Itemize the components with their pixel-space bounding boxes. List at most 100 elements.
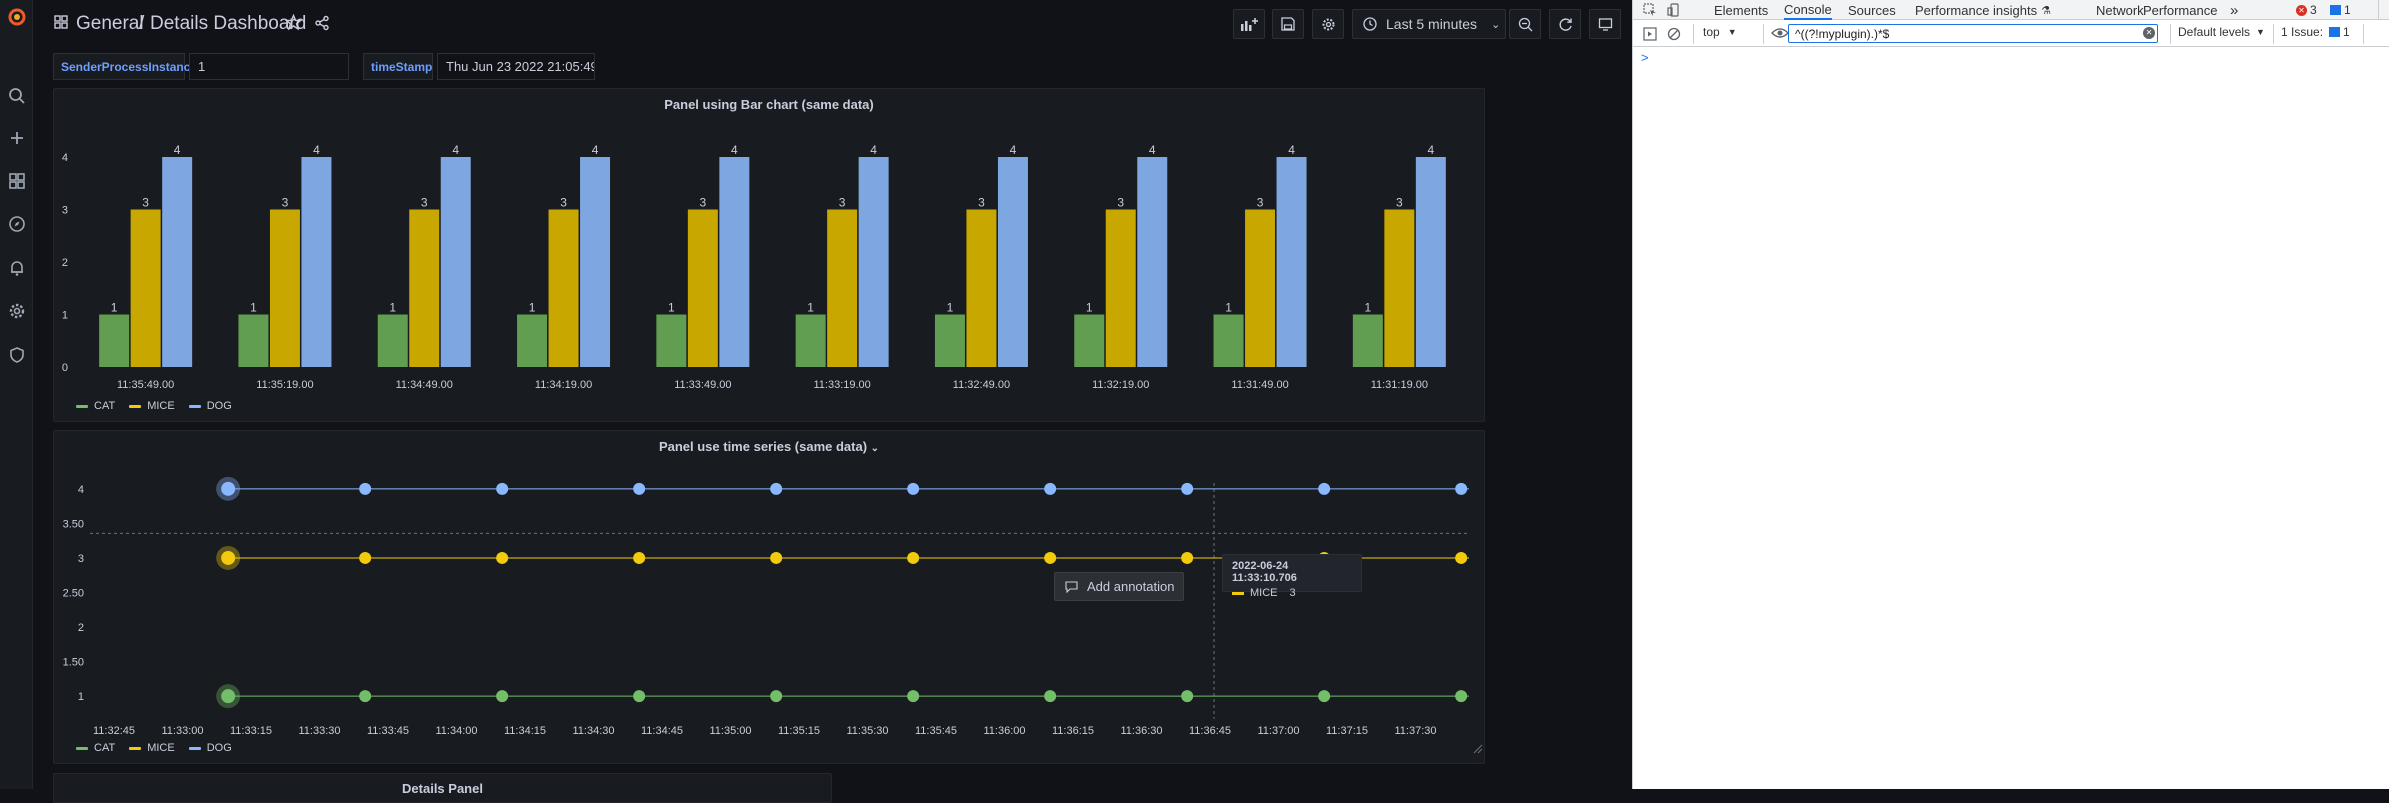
time-picker-button[interactable]: Last 5 minutes ⌄ xyxy=(1352,9,1506,39)
bar-value-label: 3 xyxy=(700,196,707,210)
divider xyxy=(2273,24,2274,44)
share-icon[interactable] xyxy=(314,15,330,36)
bar-value-label: 1 xyxy=(111,301,118,315)
live-expression-eye-icon[interactable] xyxy=(1771,26,1789,45)
bar-cat xyxy=(238,314,269,367)
x-tick-label: 11:35:19.00 xyxy=(256,379,313,391)
devtools-tab-elements[interactable]: Elements xyxy=(1714,2,1769,18)
dashboards-icon[interactable] xyxy=(6,170,27,191)
log-levels-select[interactable]: Default levels ▼ xyxy=(2178,25,2265,39)
gear-icon[interactable] xyxy=(6,300,27,321)
clear-filter-icon[interactable]: ✕ xyxy=(2143,27,2155,39)
bar-value-label: 3 xyxy=(839,196,846,210)
bar-chart-legend: CAT MICE DOG xyxy=(76,400,246,412)
add-annotation-button[interactable]: Add annotation xyxy=(1054,572,1184,601)
x-tick-label: 11:34:00 xyxy=(435,725,477,737)
issues-counter[interactable]: 1 Issue: 1 xyxy=(2281,25,2350,39)
x-tick-label: 11:37:30 xyxy=(1394,725,1436,737)
chevron-down-icon: ⌄ xyxy=(1491,18,1501,31)
refresh-button[interactable] xyxy=(1549,9,1581,39)
bar-cat xyxy=(795,314,826,367)
variable-input-sender[interactable]: 1 xyxy=(189,53,349,80)
time-series-legend: CAT MICE DOG xyxy=(76,742,246,754)
panel-title[interactable]: Panel use time series (same data) ⌄ xyxy=(54,439,1484,454)
series-point-mice xyxy=(1455,551,1468,564)
devtools-tab-performance[interactable]: Performance xyxy=(2143,2,2218,18)
cog-icon xyxy=(1322,18,1334,30)
devtools-tab-network[interactable]: Network xyxy=(2096,2,2144,18)
plus-icon[interactable] xyxy=(6,127,27,148)
error-count-badge[interactable]: ✕ 3 xyxy=(2296,0,2317,20)
legend-item-dog[interactable]: DOG xyxy=(188,742,232,754)
more-tabs-button[interactable]: » xyxy=(2230,1,2239,19)
series-point-dog xyxy=(907,482,920,495)
grafana-app: General / Details Dashboard Last 5 minut… xyxy=(6,0,1632,803)
devtools-tab-performance-insights[interactable]: Performance insights ⚗ xyxy=(1915,0,2051,20)
console-prompt[interactable]: > xyxy=(1641,50,1649,65)
dashboards-grid-icon[interactable] xyxy=(54,15,68,34)
series-point-mice xyxy=(496,551,509,564)
resize-handle-icon xyxy=(1473,744,1483,754)
x-tick-label: 11:34:19.00 xyxy=(535,379,592,391)
compass-icon[interactable] xyxy=(6,213,27,234)
add-panel-button[interactable] xyxy=(1233,9,1265,39)
x-tick-label: 11:31:49.00 xyxy=(1231,379,1288,391)
bar-mice xyxy=(827,209,858,367)
bar-chart-panel: Panel using Bar chart (same data) 0 1 2 3 4 1… xyxy=(53,88,1485,422)
variable-input-timestamp[interactable]: Thu Jun 23 2022 21:05:49 xyxy=(437,53,595,80)
breadcrumb-folder[interactable]: General xyxy=(76,13,144,34)
variable-label-timestamp: timeStamp xyxy=(363,53,433,80)
clear-console-icon[interactable] xyxy=(1667,27,1681,46)
time-range-label: Last 5 minutes xyxy=(1386,16,1478,32)
legend-item-dog[interactable]: DOG xyxy=(188,400,232,412)
message-count-badge[interactable]: 1 xyxy=(2330,0,2351,20)
bar-mice xyxy=(1105,209,1136,367)
bar-dog xyxy=(301,157,332,367)
legend-item-mice[interactable]: MICE xyxy=(129,742,175,754)
error-count: 3 xyxy=(2310,3,2317,17)
details-panel: Details Panel xyxy=(53,773,832,803)
bar-mice xyxy=(1245,209,1276,367)
chevron-down-icon: ⌄ xyxy=(870,443,880,454)
x-tick-label: 11:34:30 xyxy=(572,725,614,737)
save-dashboard-button[interactable] xyxy=(1272,9,1304,39)
breadcrumb-dashboard[interactable]: Details Dashboard xyxy=(150,13,307,34)
legend-item-mice[interactable]: MICE xyxy=(129,400,175,412)
devtools-tab-sources[interactable]: Sources xyxy=(1848,2,1896,18)
dashboard-settings-button[interactable] xyxy=(1312,9,1344,39)
series-point-mice xyxy=(1044,551,1057,564)
inspect-element-icon[interactable] xyxy=(1643,3,1657,22)
y-tick-label: 2 xyxy=(62,257,68,269)
panel-title[interactable]: Panel using Bar chart (same data) xyxy=(664,97,874,112)
series-point-dog xyxy=(770,482,783,495)
zoom-out-button[interactable] xyxy=(1509,9,1541,39)
star-icon[interactable] xyxy=(284,13,303,36)
x-tick-label: 11:33:49.00 xyxy=(674,379,731,391)
bar-cat xyxy=(99,314,130,367)
bar-cat xyxy=(1213,314,1244,367)
devtools-tab-console[interactable]: Console xyxy=(1784,0,1832,20)
legend-item-cat[interactable]: CAT xyxy=(76,742,115,754)
bar-cat xyxy=(377,314,408,367)
series-point-cat xyxy=(1318,690,1331,703)
dashboard-navbar: General / Details Dashboard Last 5 minut… xyxy=(34,0,1632,46)
console-filter-input[interactable]: ^((?!myplugin).)*$ xyxy=(1788,24,2158,43)
tv-mode-button[interactable] xyxy=(1589,9,1621,39)
context-selector[interactable]: top ▼ xyxy=(1703,25,1737,39)
shield-icon[interactable] xyxy=(6,344,27,365)
grafana-logo-icon[interactable] xyxy=(6,6,27,27)
device-toolbar-icon[interactable] xyxy=(1667,3,1681,22)
bar-dog xyxy=(1137,157,1168,367)
sidebar-toggle-icon[interactable] xyxy=(1643,27,1657,46)
bar-value-label: 3 xyxy=(142,196,149,210)
series-point-dog xyxy=(1318,482,1331,495)
bar-value-label: 4 xyxy=(870,143,877,157)
legend-swatch xyxy=(76,746,88,750)
series-point-mice xyxy=(633,551,646,564)
x-tick-label: 11:32:19.00 xyxy=(1092,379,1149,391)
bell-icon[interactable] xyxy=(6,257,27,278)
search-icon[interactable] xyxy=(6,85,27,106)
legend-item-cat[interactable]: CAT xyxy=(76,400,115,412)
x-tick-label: 11:35:00 xyxy=(709,725,751,737)
y-tick-label: 3.50 xyxy=(63,518,84,530)
